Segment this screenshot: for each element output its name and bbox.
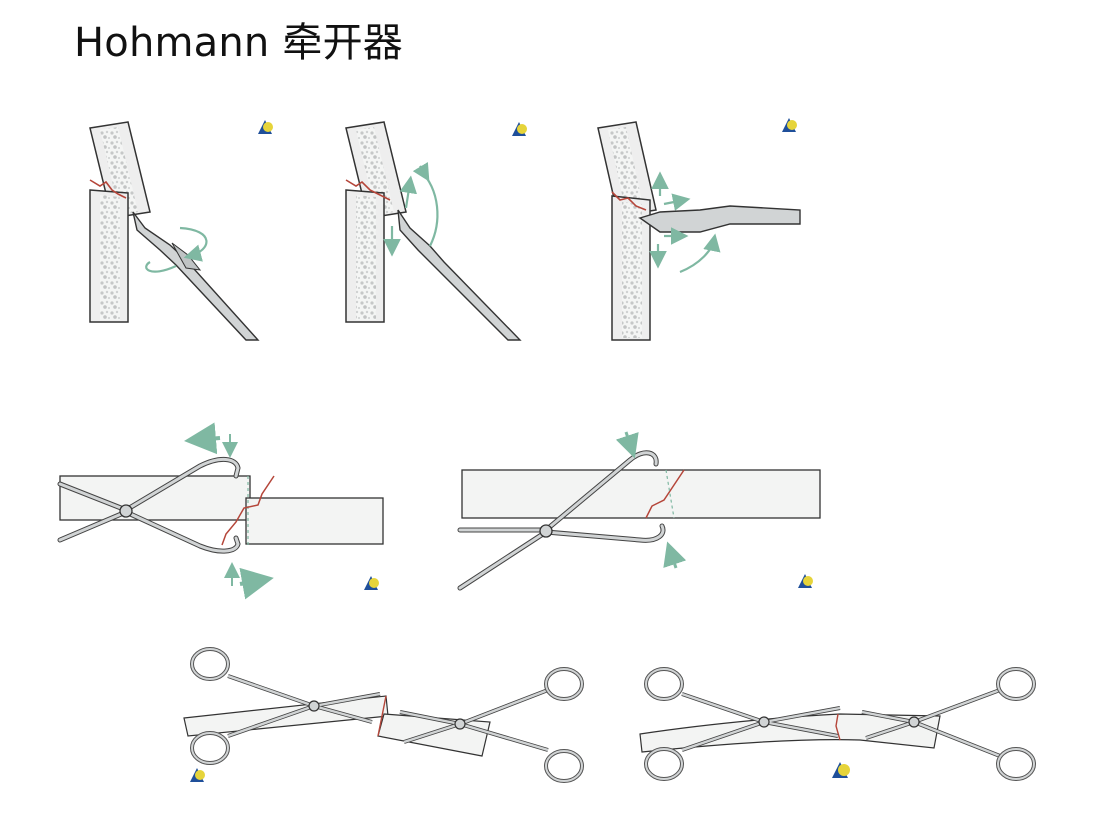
forceps-pivot	[119, 504, 133, 518]
publisher-logo	[258, 120, 273, 134]
fracture-line	[377, 695, 387, 737]
figure-pointed-forceps-aligned	[639, 667, 1036, 781]
publisher-logo	[798, 574, 813, 588]
rotation-arrow-lower	[145, 261, 177, 273]
publisher-logo	[832, 762, 850, 778]
lever-arc-arrow	[419, 169, 439, 247]
publisher-logo	[782, 118, 797, 132]
fracture-line	[611, 191, 647, 211]
figure-step-1	[89, 120, 273, 341]
lower-bone-cancellous	[100, 195, 120, 320]
fracture-line	[89, 179, 127, 199]
fracture-line	[221, 475, 275, 546]
figure-reduction-aligned	[457, 431, 821, 591]
slide-title: Hohmann 牵开器	[74, 20, 403, 66]
forceps-pivot	[539, 524, 553, 538]
publisher-logo	[512, 122, 527, 136]
figure-step-3	[597, 118, 801, 341]
publisher-logo	[364, 576, 379, 590]
forceps-lower-arm	[458, 524, 665, 590]
bone-shaft-aligned	[461, 469, 821, 519]
fracture-line	[835, 713, 841, 741]
rotate-arrow	[679, 233, 721, 274]
left-bone-shaft	[59, 475, 251, 521]
figure-step-2	[345, 121, 527, 341]
forceps-upper-arm	[58, 458, 240, 512]
publisher-logo	[190, 768, 205, 782]
hohmann-retractor	[397, 209, 522, 341]
forceps-lower-arm	[58, 510, 240, 553]
right-bone-shaft	[245, 497, 384, 545]
rotation-arrow-upper	[179, 226, 208, 262]
figure-reduction-offset	[57, 422, 384, 600]
hohmann-retractor-horizontal	[638, 205, 801, 233]
hohmann-retractor	[132, 211, 260, 341]
lift-arrow	[399, 175, 418, 209]
figure-pointed-forceps-offset	[183, 647, 584, 783]
forceps-upper-arm	[458, 451, 658, 532]
aligned-bone	[639, 713, 941, 753]
fracture-line	[645, 469, 685, 519]
fracture-line	[345, 179, 391, 201]
